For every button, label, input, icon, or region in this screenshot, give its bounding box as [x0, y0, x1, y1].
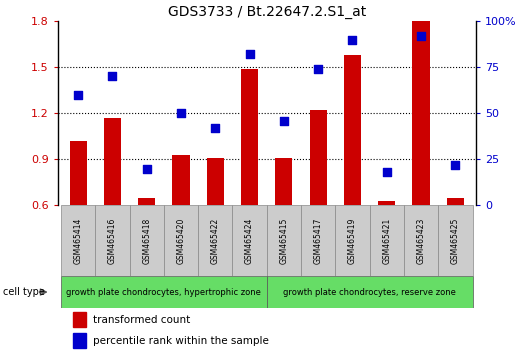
Point	[142, 166, 151, 171]
Bar	[404, 205, 438, 276]
Point	[348, 37, 357, 42]
Text: GSM465422: GSM465422	[211, 218, 220, 264]
Text: GSM465424: GSM465424	[245, 217, 254, 264]
Bar	[275, 158, 292, 205]
Text: growth plate chondrocytes, reserve zone: growth plate chondrocytes, reserve zone	[283, 287, 456, 297]
Bar	[61, 276, 267, 308]
Point	[245, 52, 254, 57]
Bar	[198, 205, 232, 276]
Bar	[70, 141, 87, 205]
Bar	[95, 205, 130, 276]
Text: GSM465416: GSM465416	[108, 217, 117, 264]
Point	[74, 92, 82, 98]
Point	[108, 74, 117, 79]
Bar	[104, 118, 121, 205]
Text: GSM465418: GSM465418	[142, 218, 151, 264]
Bar	[173, 155, 189, 205]
Point	[280, 118, 288, 124]
Text: GSM465423: GSM465423	[416, 217, 426, 264]
Bar	[267, 276, 472, 308]
Point	[211, 125, 220, 131]
Bar	[164, 205, 198, 276]
Bar	[413, 21, 429, 205]
Bar	[310, 110, 327, 205]
Text: cell type: cell type	[3, 287, 44, 297]
Point	[314, 66, 322, 72]
Point	[451, 162, 460, 168]
Bar	[130, 205, 164, 276]
Bar	[73, 333, 86, 348]
Bar	[378, 201, 395, 205]
Bar	[267, 205, 301, 276]
Bar	[301, 205, 335, 276]
Text: GSM465420: GSM465420	[176, 217, 186, 264]
Bar	[73, 312, 86, 327]
Bar	[241, 69, 258, 205]
Text: GSM465419: GSM465419	[348, 217, 357, 264]
Text: GSM465417: GSM465417	[314, 217, 323, 264]
Bar	[438, 205, 472, 276]
Bar	[138, 198, 155, 205]
Text: transformed count: transformed count	[93, 315, 190, 325]
Text: GSM465414: GSM465414	[74, 217, 83, 264]
Point	[383, 169, 391, 175]
Point	[417, 33, 425, 39]
Point	[177, 110, 185, 116]
Bar	[61, 205, 95, 276]
Bar	[370, 205, 404, 276]
Text: GSM465425: GSM465425	[451, 217, 460, 264]
Bar	[232, 205, 267, 276]
Text: GSM465415: GSM465415	[279, 217, 288, 264]
Text: GSM465421: GSM465421	[382, 218, 391, 264]
Bar	[447, 198, 464, 205]
Title: GDS3733 / Bt.22647.2.S1_at: GDS3733 / Bt.22647.2.S1_at	[167, 5, 366, 19]
Bar	[207, 158, 224, 205]
Bar	[335, 205, 370, 276]
Text: growth plate chondrocytes, hypertrophic zone: growth plate chondrocytes, hypertrophic …	[66, 287, 262, 297]
Text: percentile rank within the sample: percentile rank within the sample	[93, 336, 269, 346]
Bar	[344, 55, 361, 205]
